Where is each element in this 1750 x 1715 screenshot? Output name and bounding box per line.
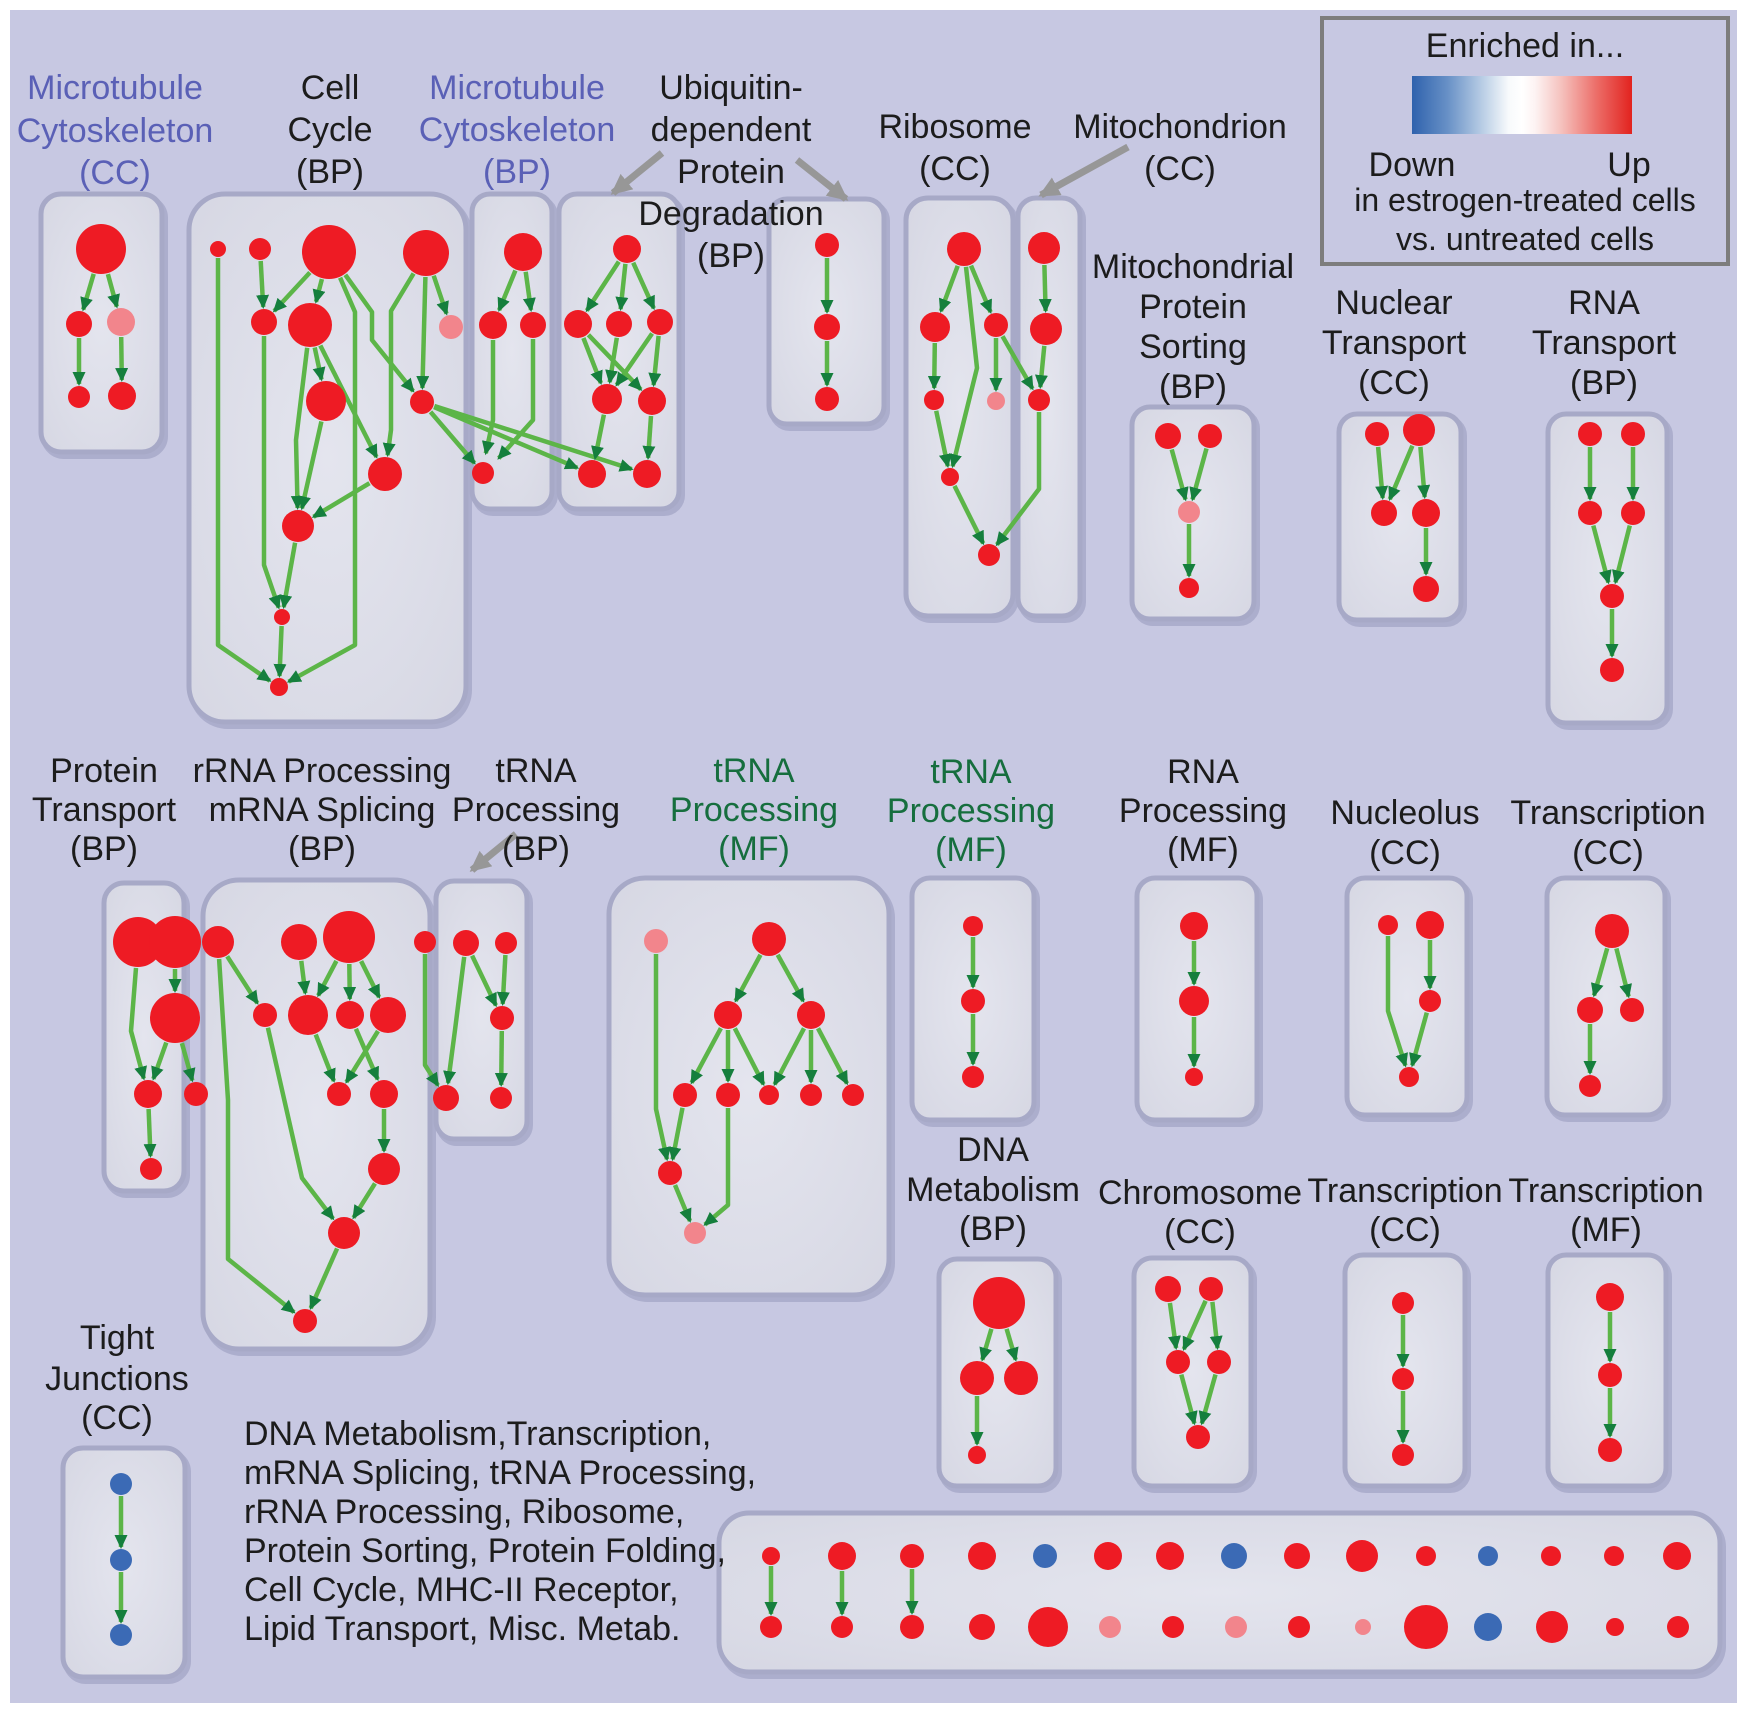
svg-text:(BP): (BP) [296,153,364,191]
svg-text:(MF): (MF) [1167,831,1239,869]
svg-text:Degradation: Degradation [638,195,823,233]
svg-text:Junctions: Junctions [45,1360,189,1398]
svg-text:tRNA: tRNA [930,753,1012,791]
svg-text:(CC): (CC) [81,1399,153,1437]
svg-text:Metabolism: Metabolism [906,1171,1080,1209]
svg-text:(CC): (CC) [1144,150,1216,188]
svg-text:Protein: Protein [677,153,785,191]
svg-text:Mitochondrion: Mitochondrion [1073,108,1287,146]
svg-text:Cell Cycle, MHC-II Receptor,: Cell Cycle, MHC-II Receptor, [244,1571,679,1609]
svg-text:RNA: RNA [1167,753,1239,791]
svg-text:Microtubule: Microtubule [27,69,203,107]
svg-text:(BP): (BP) [502,830,570,868]
svg-text:Processing: Processing [670,791,838,829]
svg-text:mRNA Splicing, tRNA Processing: mRNA Splicing, tRNA Processing, [244,1454,756,1492]
svg-text:(CC): (CC) [1369,834,1441,872]
svg-text:Mitochondrial: Mitochondrial [1092,248,1294,286]
svg-text:RNA: RNA [1568,284,1640,322]
svg-text:Protein: Protein [50,752,158,790]
svg-text:(MF): (MF) [718,830,790,868]
svg-text:(CC): (CC) [1358,364,1430,402]
svg-text:rRNA Processing, Ribosome,: rRNA Processing, Ribosome, [244,1493,684,1531]
svg-text:Processing: Processing [452,791,620,829]
svg-text:tRNA: tRNA [713,752,795,790]
svg-text:(CC): (CC) [1164,1213,1236,1251]
svg-text:tRNA: tRNA [495,752,577,790]
svg-text:(BP): (BP) [1570,364,1638,402]
svg-text:in estrogen-treated cells: in estrogen-treated cells [1354,182,1696,218]
svg-text:mRNA Splicing: mRNA Splicing [209,791,436,829]
svg-text:(MF): (MF) [935,831,1007,869]
svg-text:Transport: Transport [1322,324,1467,362]
svg-text:Cell: Cell [301,69,360,107]
svg-text:DNA Metabolism,Transcription,: DNA Metabolism,Transcription, [244,1415,711,1453]
svg-text:Ribosome: Ribosome [878,108,1031,146]
svg-text:(CC): (CC) [919,150,991,188]
svg-text:Protein: Protein [1139,288,1247,326]
svg-text:Transport: Transport [1532,324,1677,362]
svg-text:Cytoskeleton: Cytoskeleton [17,112,214,150]
svg-text:Protein Sorting, Protein Foldi: Protein Sorting, Protein Folding, [244,1532,726,1570]
svg-text:Microtubule: Microtubule [429,69,605,107]
svg-text:Down: Down [1369,146,1456,184]
svg-text:Transcription: Transcription [1508,1172,1703,1210]
svg-text:(MF): (MF) [1570,1211,1642,1249]
svg-text:dependent: dependent [651,111,812,149]
svg-text:rRNA Processing: rRNA Processing [193,752,452,790]
svg-text:(BP): (BP) [1159,368,1227,406]
svg-text:Processing: Processing [887,792,1055,830]
svg-text:Processing: Processing [1119,792,1287,830]
svg-text:(BP): (BP) [959,1210,1027,1248]
svg-text:Transcription: Transcription [1510,794,1705,832]
svg-text:Tight: Tight [80,1319,155,1357]
svg-text:Transport: Transport [32,791,177,829]
svg-text:Cytoskeleton: Cytoskeleton [419,111,616,149]
svg-text:(BP): (BP) [483,153,551,191]
svg-text:(CC): (CC) [1572,834,1644,872]
svg-text:(BP): (BP) [70,830,138,868]
svg-text:Sorting: Sorting [1139,328,1247,366]
svg-text:DNA: DNA [957,1131,1029,1169]
svg-text:(CC): (CC) [79,154,151,192]
svg-text:Transcription: Transcription [1307,1172,1502,1210]
svg-text:Ubiquitin-: Ubiquitin- [659,69,803,107]
svg-text:(BP): (BP) [697,237,765,275]
svg-text:Cycle: Cycle [287,111,372,149]
svg-text:Nuclear: Nuclear [1335,284,1452,322]
svg-text:(CC): (CC) [1369,1211,1441,1249]
svg-text:Chromosome: Chromosome [1098,1174,1302,1212]
svg-text:Enriched in...: Enriched in... [1426,27,1624,65]
svg-text:(BP): (BP) [288,830,356,868]
svg-text:Lipid Transport, Misc. Metab.: Lipid Transport, Misc. Metab. [244,1610,681,1648]
svg-text:Up: Up [1607,146,1650,184]
svg-text:vs. untreated cells: vs. untreated cells [1396,221,1654,257]
svg-text:Nucleolus: Nucleolus [1330,794,1479,832]
